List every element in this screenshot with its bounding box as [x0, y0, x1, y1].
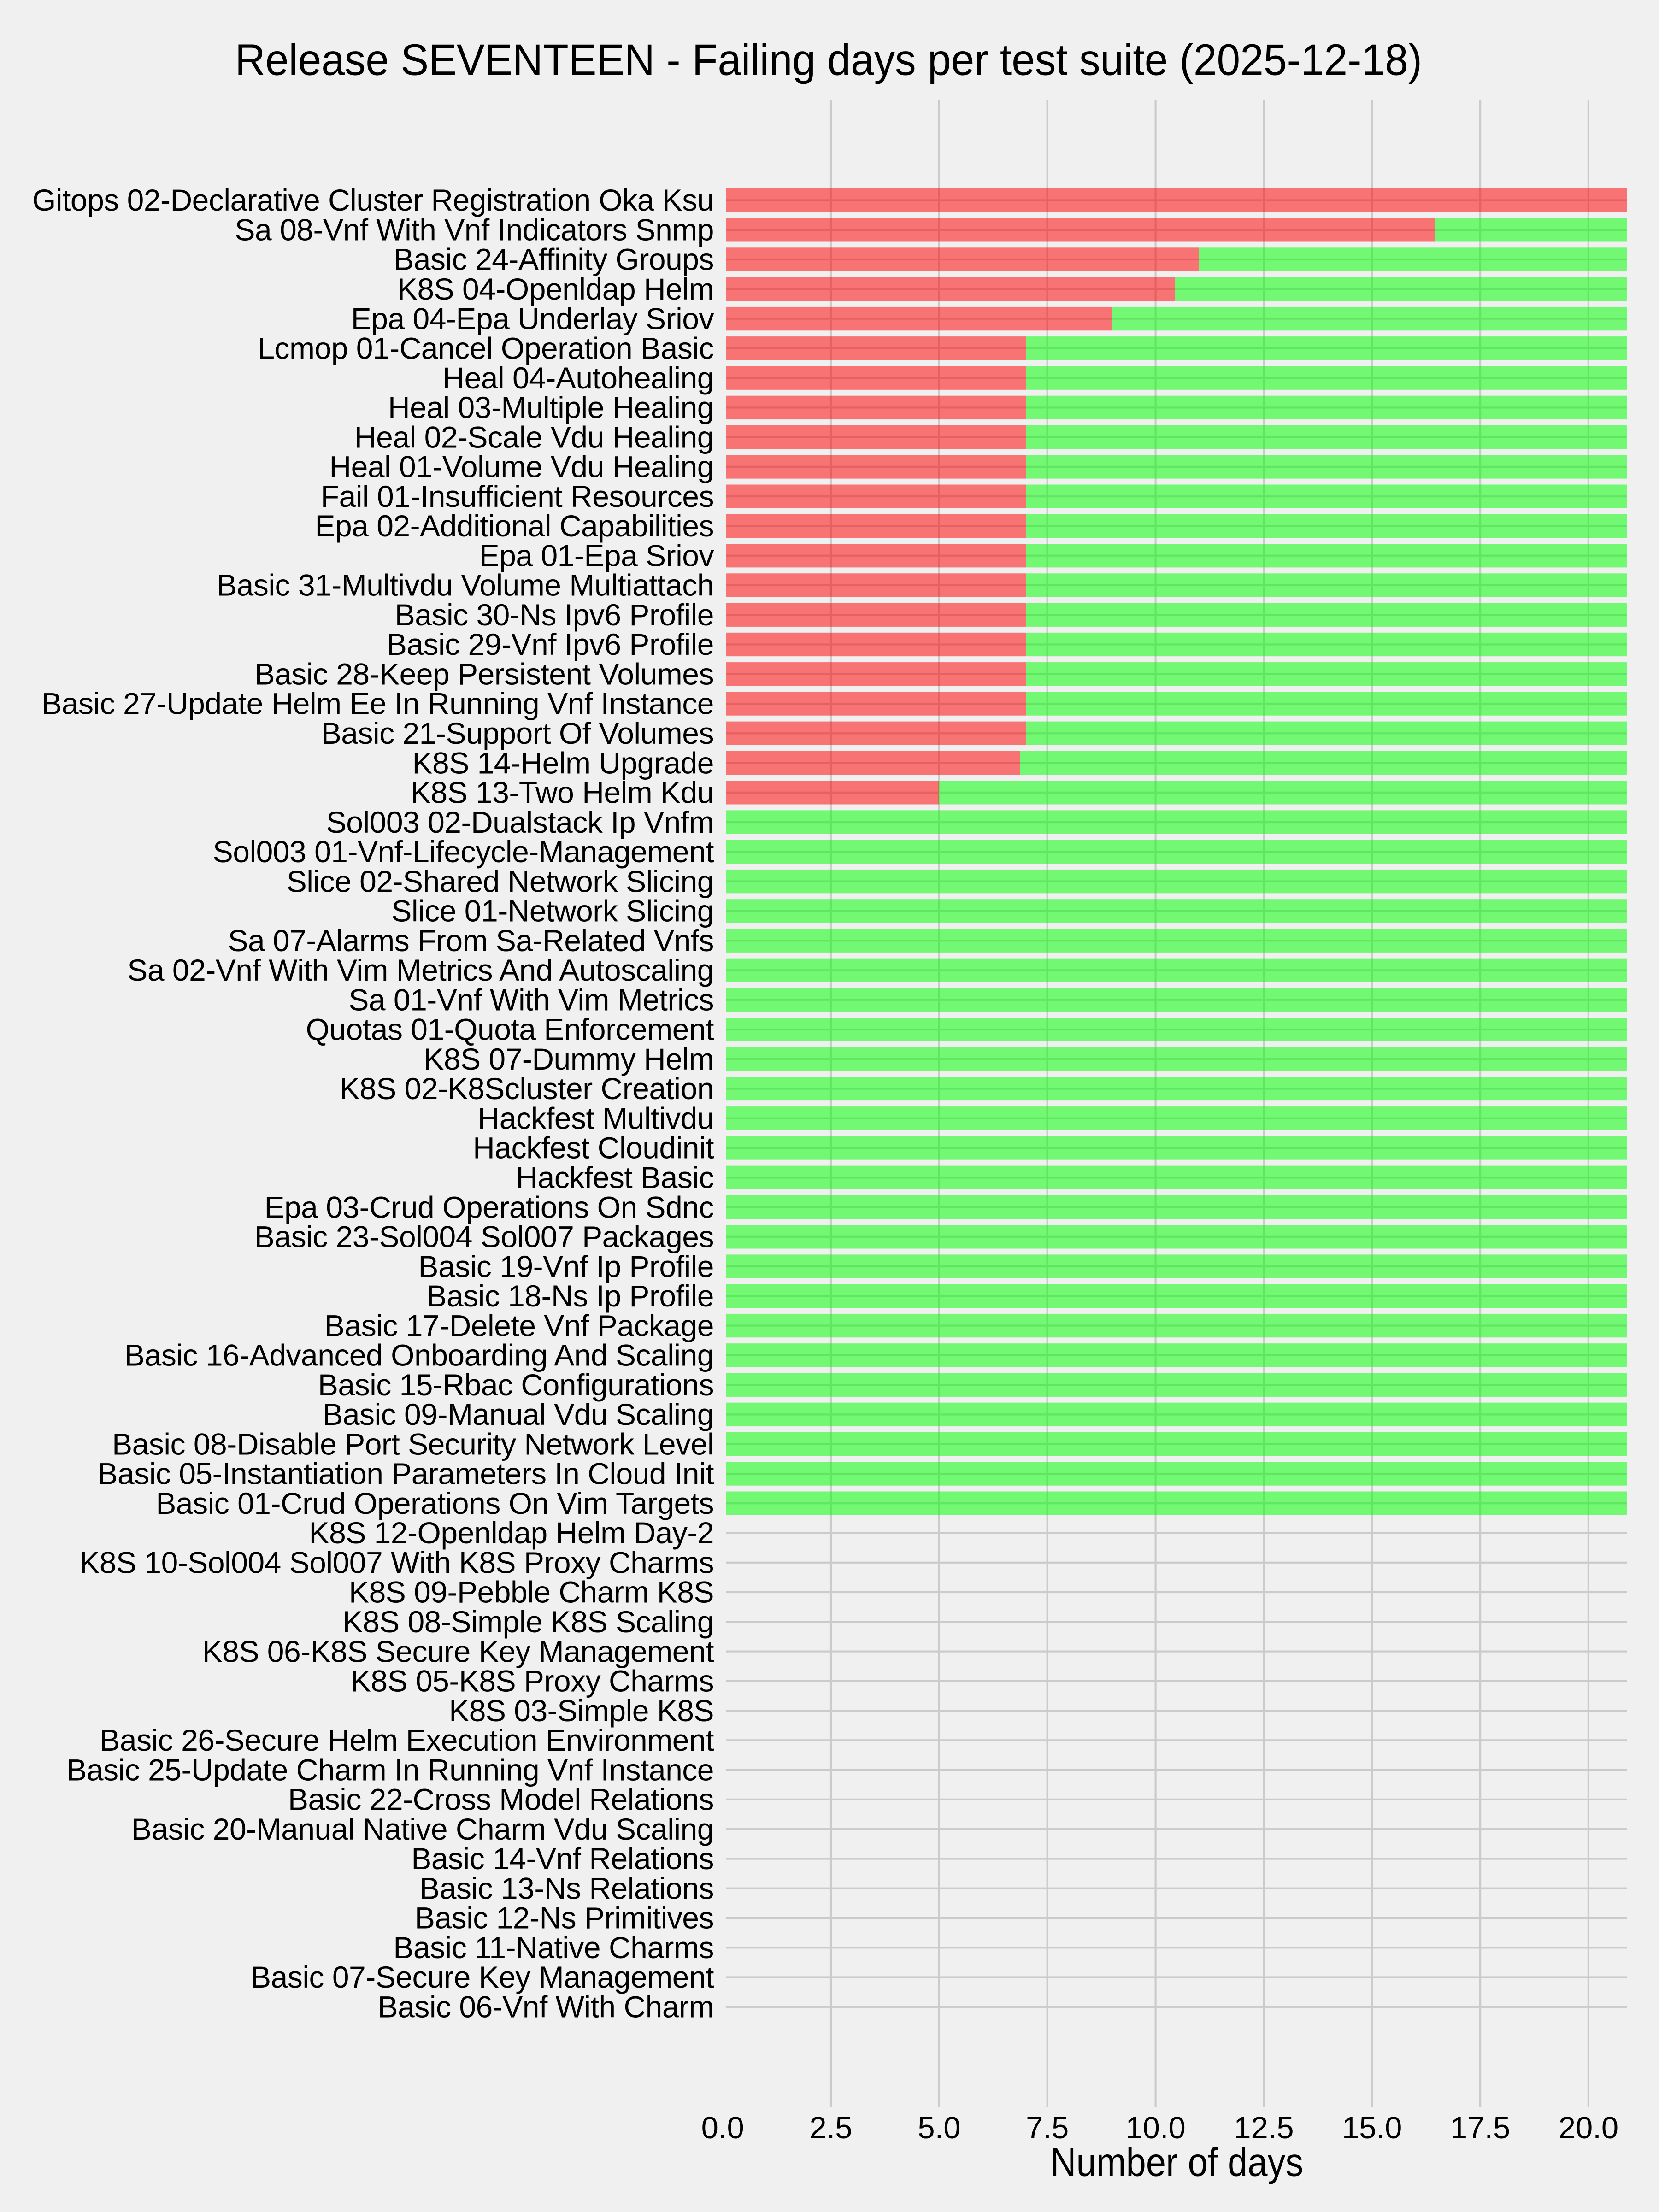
svg-text:K8S 10-Sol004 Sol007 With K8S: K8S 10-Sol004 Sol007 With K8S Proxy Char…	[79, 1546, 714, 1580]
svg-text:12.5: 12.5	[1234, 2111, 1294, 2145]
svg-text:17.5: 17.5	[1450, 2111, 1510, 2145]
svg-text:Basic 26-Secure Helm Execution: Basic 26-Secure Helm Execution Environme…	[100, 1723, 714, 1757]
svg-text:K8S 08-Simple K8S Scaling: K8S 08-Simple K8S Scaling	[342, 1605, 714, 1639]
svg-text:Heal 03-Multiple Healing: Heal 03-Multiple Healing	[388, 390, 714, 424]
svg-text:Fail 01-Insufficient Resources: Fail 01-Insufficient Resources	[321, 479, 714, 513]
svg-text:Basic 21-Support Of Volumes: Basic 21-Support Of Volumes	[321, 716, 714, 750]
svg-text:K8S 03-Simple K8S: K8S 03-Simple K8S	[449, 1694, 714, 1728]
svg-text:Basic 27-Update Helm Ee In Run: Basic 27-Update Helm Ee In Running Vnf I…	[41, 687, 714, 721]
svg-text:K8S 02-K8Scluster Creation: K8S 02-K8Scluster Creation	[340, 1071, 714, 1106]
svg-text:Basic 16-Advanced Onboarding A: Basic 16-Advanced Onboarding And Scaling	[124, 1338, 714, 1372]
svg-text:Basic 01-Crud Operations On Vi: Basic 01-Crud Operations On Vim Targets	[156, 1486, 714, 1520]
svg-text:7.5: 7.5	[1026, 2111, 1069, 2145]
svg-text:K8S 05-K8S Proxy Charms: K8S 05-K8S Proxy Charms	[351, 1664, 714, 1698]
svg-text:Basic 14-Vnf Relations: Basic 14-Vnf Relations	[411, 1841, 714, 1876]
svg-text:Number of days: Number of days	[1050, 2141, 1303, 2185]
svg-text:Gitops 02-Declarative Cluster: Gitops 02-Declarative Cluster Registrati…	[32, 183, 714, 217]
svg-text:20.0: 20.0	[1559, 2111, 1618, 2145]
svg-text:K8S 07-Dummy Helm: K8S 07-Dummy Helm	[424, 1042, 714, 1076]
svg-text:Hackfest Basic: Hackfest Basic	[516, 1160, 714, 1194]
svg-text:Epa 04-Epa Underlay Sriov: Epa 04-Epa Underlay Sriov	[351, 301, 714, 335]
svg-text:K8S 09-Pebble Charm K8S: K8S 09-Pebble Charm K8S	[349, 1575, 714, 1609]
svg-text:K8S 04-Openldap Helm: K8S 04-Openldap Helm	[397, 272, 714, 306]
svg-text:Basic 05-Instantiation Paramet: Basic 05-Instantiation Parameters In Clo…	[97, 1457, 714, 1491]
svg-text:Hackfest Cloudinit: Hackfest Cloudinit	[473, 1131, 714, 1165]
svg-text:Basic 28-Keep Persistent Volum: Basic 28-Keep Persistent Volumes	[254, 657, 714, 691]
svg-text:15.0: 15.0	[1342, 2111, 1402, 2145]
svg-text:Basic 30-Ns Ipv6 Profile: Basic 30-Ns Ipv6 Profile	[395, 598, 714, 632]
svg-text:Basic 25-Update Charm In Runni: Basic 25-Update Charm In Running Vnf Ins…	[66, 1753, 714, 1787]
svg-text:Sa 08-Vnf With Vnf Indicators: Sa 08-Vnf With Vnf Indicators Snmp	[235, 213, 714, 247]
svg-text:0.0: 0.0	[701, 2111, 744, 2145]
svg-text:Basic 06-Vnf With Charm: Basic 06-Vnf With Charm	[378, 1990, 714, 2024]
svg-text:Epa 03-Crud Operations On Sdnc: Epa 03-Crud Operations On Sdnc	[264, 1190, 714, 1224]
svg-text:K8S 14-Helm Upgrade: K8S 14-Helm Upgrade	[412, 746, 714, 780]
svg-text:Basic 08-Disable Port Security: Basic 08-Disable Port Security Network L…	[112, 1427, 714, 1461]
svg-text:Epa 01-Epa Sriov: Epa 01-Epa Sriov	[479, 538, 714, 572]
svg-text:Basic 29-Vnf Ipv6 Profile: Basic 29-Vnf Ipv6 Profile	[387, 627, 714, 661]
svg-text:Basic 19-Vnf Ip Profile: Basic 19-Vnf Ip Profile	[418, 1249, 714, 1283]
svg-text:Basic 12-Ns Primitives: Basic 12-Ns Primitives	[415, 1901, 714, 1935]
svg-text:Sa 07-Alarms From Sa-Related V: Sa 07-Alarms From Sa-Related Vnfs	[228, 924, 714, 958]
svg-text:Basic 23-Sol004 Sol007 Package: Basic 23-Sol004 Sol007 Packages	[254, 1220, 714, 1254]
svg-text:5.0: 5.0	[918, 2111, 960, 2145]
svg-text:Basic 31-Multivdu Volume Multi: Basic 31-Multivdu Volume Multiattach	[217, 568, 714, 602]
svg-text:Quotas 01-Quota Enforcement: Quotas 01-Quota Enforcement	[306, 1012, 714, 1047]
svg-text:Sol003 01-Vnf-Lifecycle-Manage: Sol003 01-Vnf-Lifecycle-Management	[213, 835, 714, 869]
svg-text:Basic 15-Rbac Configurations: Basic 15-Rbac Configurations	[318, 1368, 714, 1402]
svg-text:Basic 24-Affinity Groups: Basic 24-Affinity Groups	[394, 242, 714, 276]
svg-text:Basic 13-Ns Relations: Basic 13-Ns Relations	[419, 1871, 714, 1905]
svg-text:Basic 22-Cross Model Relations: Basic 22-Cross Model Relations	[288, 1783, 714, 1817]
svg-text:Heal 01-Volume Vdu Healing: Heal 01-Volume Vdu Healing	[329, 450, 714, 484]
svg-text:Sa 01-Vnf With Vim Metrics: Sa 01-Vnf With Vim Metrics	[348, 982, 714, 1017]
svg-text:Basic 11-Native Charms: Basic 11-Native Charms	[393, 1930, 714, 1965]
svg-text:Basic 18-Ns Ip Profile: Basic 18-Ns Ip Profile	[426, 1279, 714, 1313]
svg-text:Basic 17-Delete Vnf Package: Basic 17-Delete Vnf Package	[324, 1308, 714, 1342]
svg-text:Basic 09-Manual Vdu Scaling: Basic 09-Manual Vdu Scaling	[323, 1397, 714, 1431]
svg-text:Heal 02-Scale Vdu Healing: Heal 02-Scale Vdu Healing	[354, 420, 714, 454]
svg-text:10.0: 10.0	[1125, 2111, 1185, 2145]
svg-text:Sa 02-Vnf With Vim Metrics And: Sa 02-Vnf With Vim Metrics And Autoscali…	[127, 953, 714, 987]
svg-text:Release SEVENTEEN - Failing da: Release SEVENTEEN - Failing days per tes…	[235, 35, 1422, 85]
svg-text:Slice 01-Network Slicing: Slice 01-Network Slicing	[391, 894, 714, 928]
svg-text:Slice 02-Shared Network Slicin: Slice 02-Shared Network Slicing	[287, 864, 714, 898]
svg-text:Heal 04-Autohealing: Heal 04-Autohealing	[442, 361, 714, 395]
svg-text:Sol003 02-Dualstack Ip Vnfm: Sol003 02-Dualstack Ip Vnfm	[326, 805, 714, 839]
svg-text:Basic 20-Manual Native Charm V: Basic 20-Manual Native Charm Vdu Scaling	[131, 1812, 714, 1846]
svg-text:Basic 07-Secure Key Management: Basic 07-Secure Key Management	[251, 1960, 714, 1994]
svg-text:Lcmop 01-Cancel Operation Basi: Lcmop 01-Cancel Operation Basic	[258, 331, 714, 365]
svg-text:K8S 12-Openldap Helm Day-2: K8S 12-Openldap Helm Day-2	[309, 1516, 714, 1550]
svg-text:2.5: 2.5	[809, 2111, 852, 2145]
svg-text:Hackfest Multivdu: Hackfest Multivdu	[478, 1101, 714, 1135]
svg-text:K8S 06-K8S Secure Key Manageme: K8S 06-K8S Secure Key Management	[202, 1634, 714, 1668]
svg-text:K8S 13-Two Helm Kdu: K8S 13-Two Helm Kdu	[411, 776, 714, 810]
svg-text:Epa 02-Additional Capabilities: Epa 02-Additional Capabilities	[315, 509, 714, 543]
